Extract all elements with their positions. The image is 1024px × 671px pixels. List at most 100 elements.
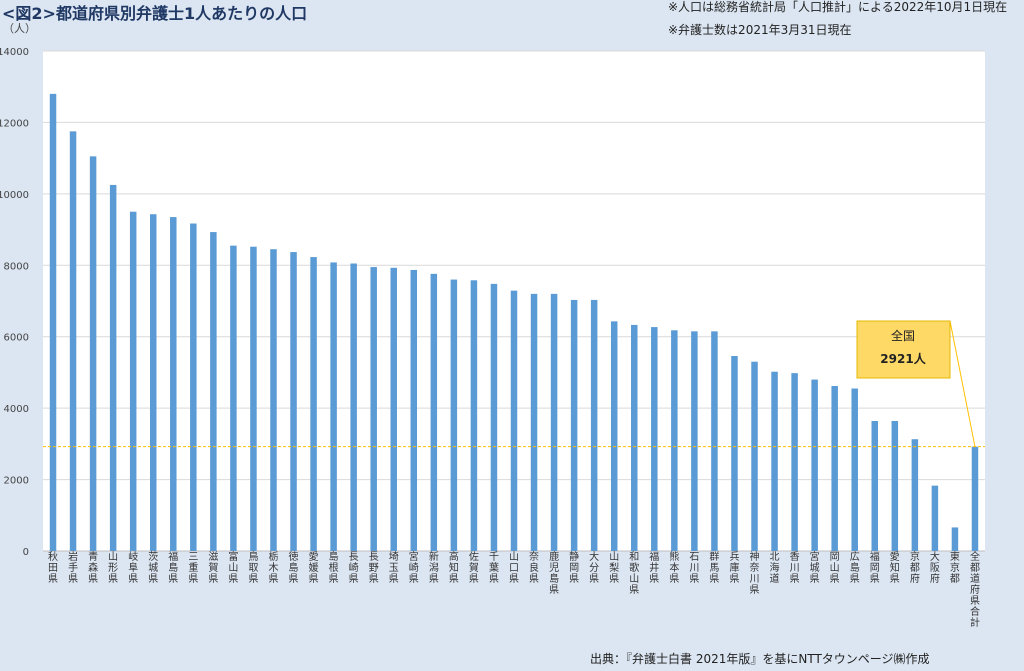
x-tick-label: 静岡県 [569, 550, 579, 585]
bar [831, 386, 838, 551]
y-tick-label: 6000 [4, 333, 29, 344]
x-tick-label: 新潟県 [429, 550, 439, 585]
callout-leader-line [949, 320, 976, 447]
bar [550, 293, 558, 551]
x-tick-label: 徳島県 [289, 550, 299, 585]
bar [89, 156, 97, 551]
y-tick-label: 10000 [0, 190, 29, 201]
x-tick-label: 埼玉県 [389, 550, 399, 585]
x-tick-label: 高知県 [449, 550, 459, 585]
callout-value: 2921人 [880, 351, 926, 366]
y-axis: 0 2000 4000 6000 8000 10000 12000 14000 [0, 47, 29, 558]
note-lawyers: ※弁護士数は2021年3月31日現在 [668, 23, 852, 37]
x-axis: 秋田県岩手県青森県山形県岐阜県茨城県福島県三重県滋賀県富山県鳥取県栃木県徳島県愛… [48, 550, 980, 629]
x-tick-label: 福島県 [168, 550, 178, 585]
bar [911, 439, 919, 551]
bar [430, 273, 438, 551]
x-tick-label: 鹿児島県 [549, 550, 559, 596]
y-tick-label: 4000 [4, 404, 29, 415]
x-tick-label: 栃木県 [268, 550, 278, 585]
callout-label: 全国 [891, 328, 915, 343]
bar [290, 252, 297, 552]
x-tick-label: 富山県 [228, 550, 238, 585]
x-tick-label: 茨城県 [148, 550, 158, 585]
bar [190, 223, 197, 551]
bar [250, 246, 257, 551]
bar [69, 131, 77, 551]
bar [510, 290, 518, 551]
x-tick-label: 石川県 [689, 552, 699, 585]
x-tick-label: 福岡県 [870, 550, 880, 585]
bar [450, 279, 458, 551]
bar [230, 245, 237, 551]
bar [170, 217, 177, 552]
bar [350, 263, 357, 551]
bar [370, 267, 377, 551]
x-tick-label: 愛知県 [890, 550, 900, 585]
bar [109, 184, 117, 551]
bar [410, 269, 418, 551]
national-callout-box [856, 320, 951, 379]
bar [671, 330, 678, 551]
bar [791, 373, 798, 551]
bar [691, 331, 698, 551]
y-tick-label: 14000 [0, 47, 29, 58]
x-tick-label: 兵庫県 [729, 550, 739, 585]
x-tick-label: 奈良県 [529, 550, 539, 585]
bar [651, 327, 658, 551]
bar [610, 321, 618, 551]
x-tick-label: 福井県 [649, 550, 659, 585]
x-tick-label: 岐阜県 [128, 550, 138, 585]
x-tick-label: 大阪府 [930, 550, 940, 585]
bar [490, 283, 498, 551]
x-tick-label: 愛媛県 [309, 550, 319, 585]
x-tick-label: 青森県 [88, 550, 98, 585]
bar [530, 293, 538, 551]
bar [590, 299, 598, 551]
x-tick-label: 全都道府県合計 [970, 550, 980, 629]
bar [310, 257, 317, 551]
bar [931, 485, 939, 551]
x-tick-label: 三重県 [188, 552, 198, 585]
y-tick-label: 0 [23, 547, 29, 558]
bar [330, 262, 337, 551]
bar [149, 214, 157, 551]
x-tick-label: 群馬県 [709, 550, 719, 585]
bar [390, 267, 397, 551]
x-tick-label: 熊本県 [669, 550, 679, 585]
x-tick-label: 京都府 [910, 550, 920, 585]
x-tick-label: 千葉県 [489, 551, 499, 585]
bar [570, 299, 578, 551]
source-note: 出典：『弁護士白書 2021年版』を基にNTTタウンページ㈱作成 [590, 652, 930, 666]
bar [470, 280, 478, 551]
x-tick-label: 神奈川県 [750, 550, 760, 596]
x-tick-label: 島根県 [329, 550, 339, 585]
bar [210, 232, 217, 552]
x-tick-label: 東京都 [950, 550, 960, 585]
bar [771, 371, 778, 551]
x-tick-label: 和歌山県 [629, 551, 639, 596]
y-tick-label: 12000 [0, 118, 29, 129]
bars [49, 93, 979, 552]
x-tick-label: 岡山県 [830, 551, 840, 585]
y-axis-label: （人） [3, 22, 36, 35]
bar [751, 361, 758, 551]
bar [711, 331, 718, 551]
bar [891, 421, 899, 551]
x-tick-label: 佐賀県 [469, 551, 479, 585]
x-tick-label: 秋田県 [48, 550, 58, 585]
x-tick-label: 宮城県 [810, 550, 820, 585]
x-tick-label: 広島県 [850, 550, 860, 585]
bar [49, 93, 57, 551]
x-tick-label: 大分県 [589, 550, 599, 585]
x-tick-label: 山口県 [509, 551, 519, 585]
bar [951, 527, 959, 551]
bar [270, 249, 277, 551]
note-population: ※人口は総務省統計局「人口推計」による2022年10月1日現在 [668, 0, 1008, 14]
x-tick-label: 山形県 [108, 551, 118, 585]
x-tick-label: 山梨県 [609, 551, 619, 585]
bar [731, 356, 738, 551]
bar [871, 421, 879, 551]
bar [851, 388, 858, 551]
